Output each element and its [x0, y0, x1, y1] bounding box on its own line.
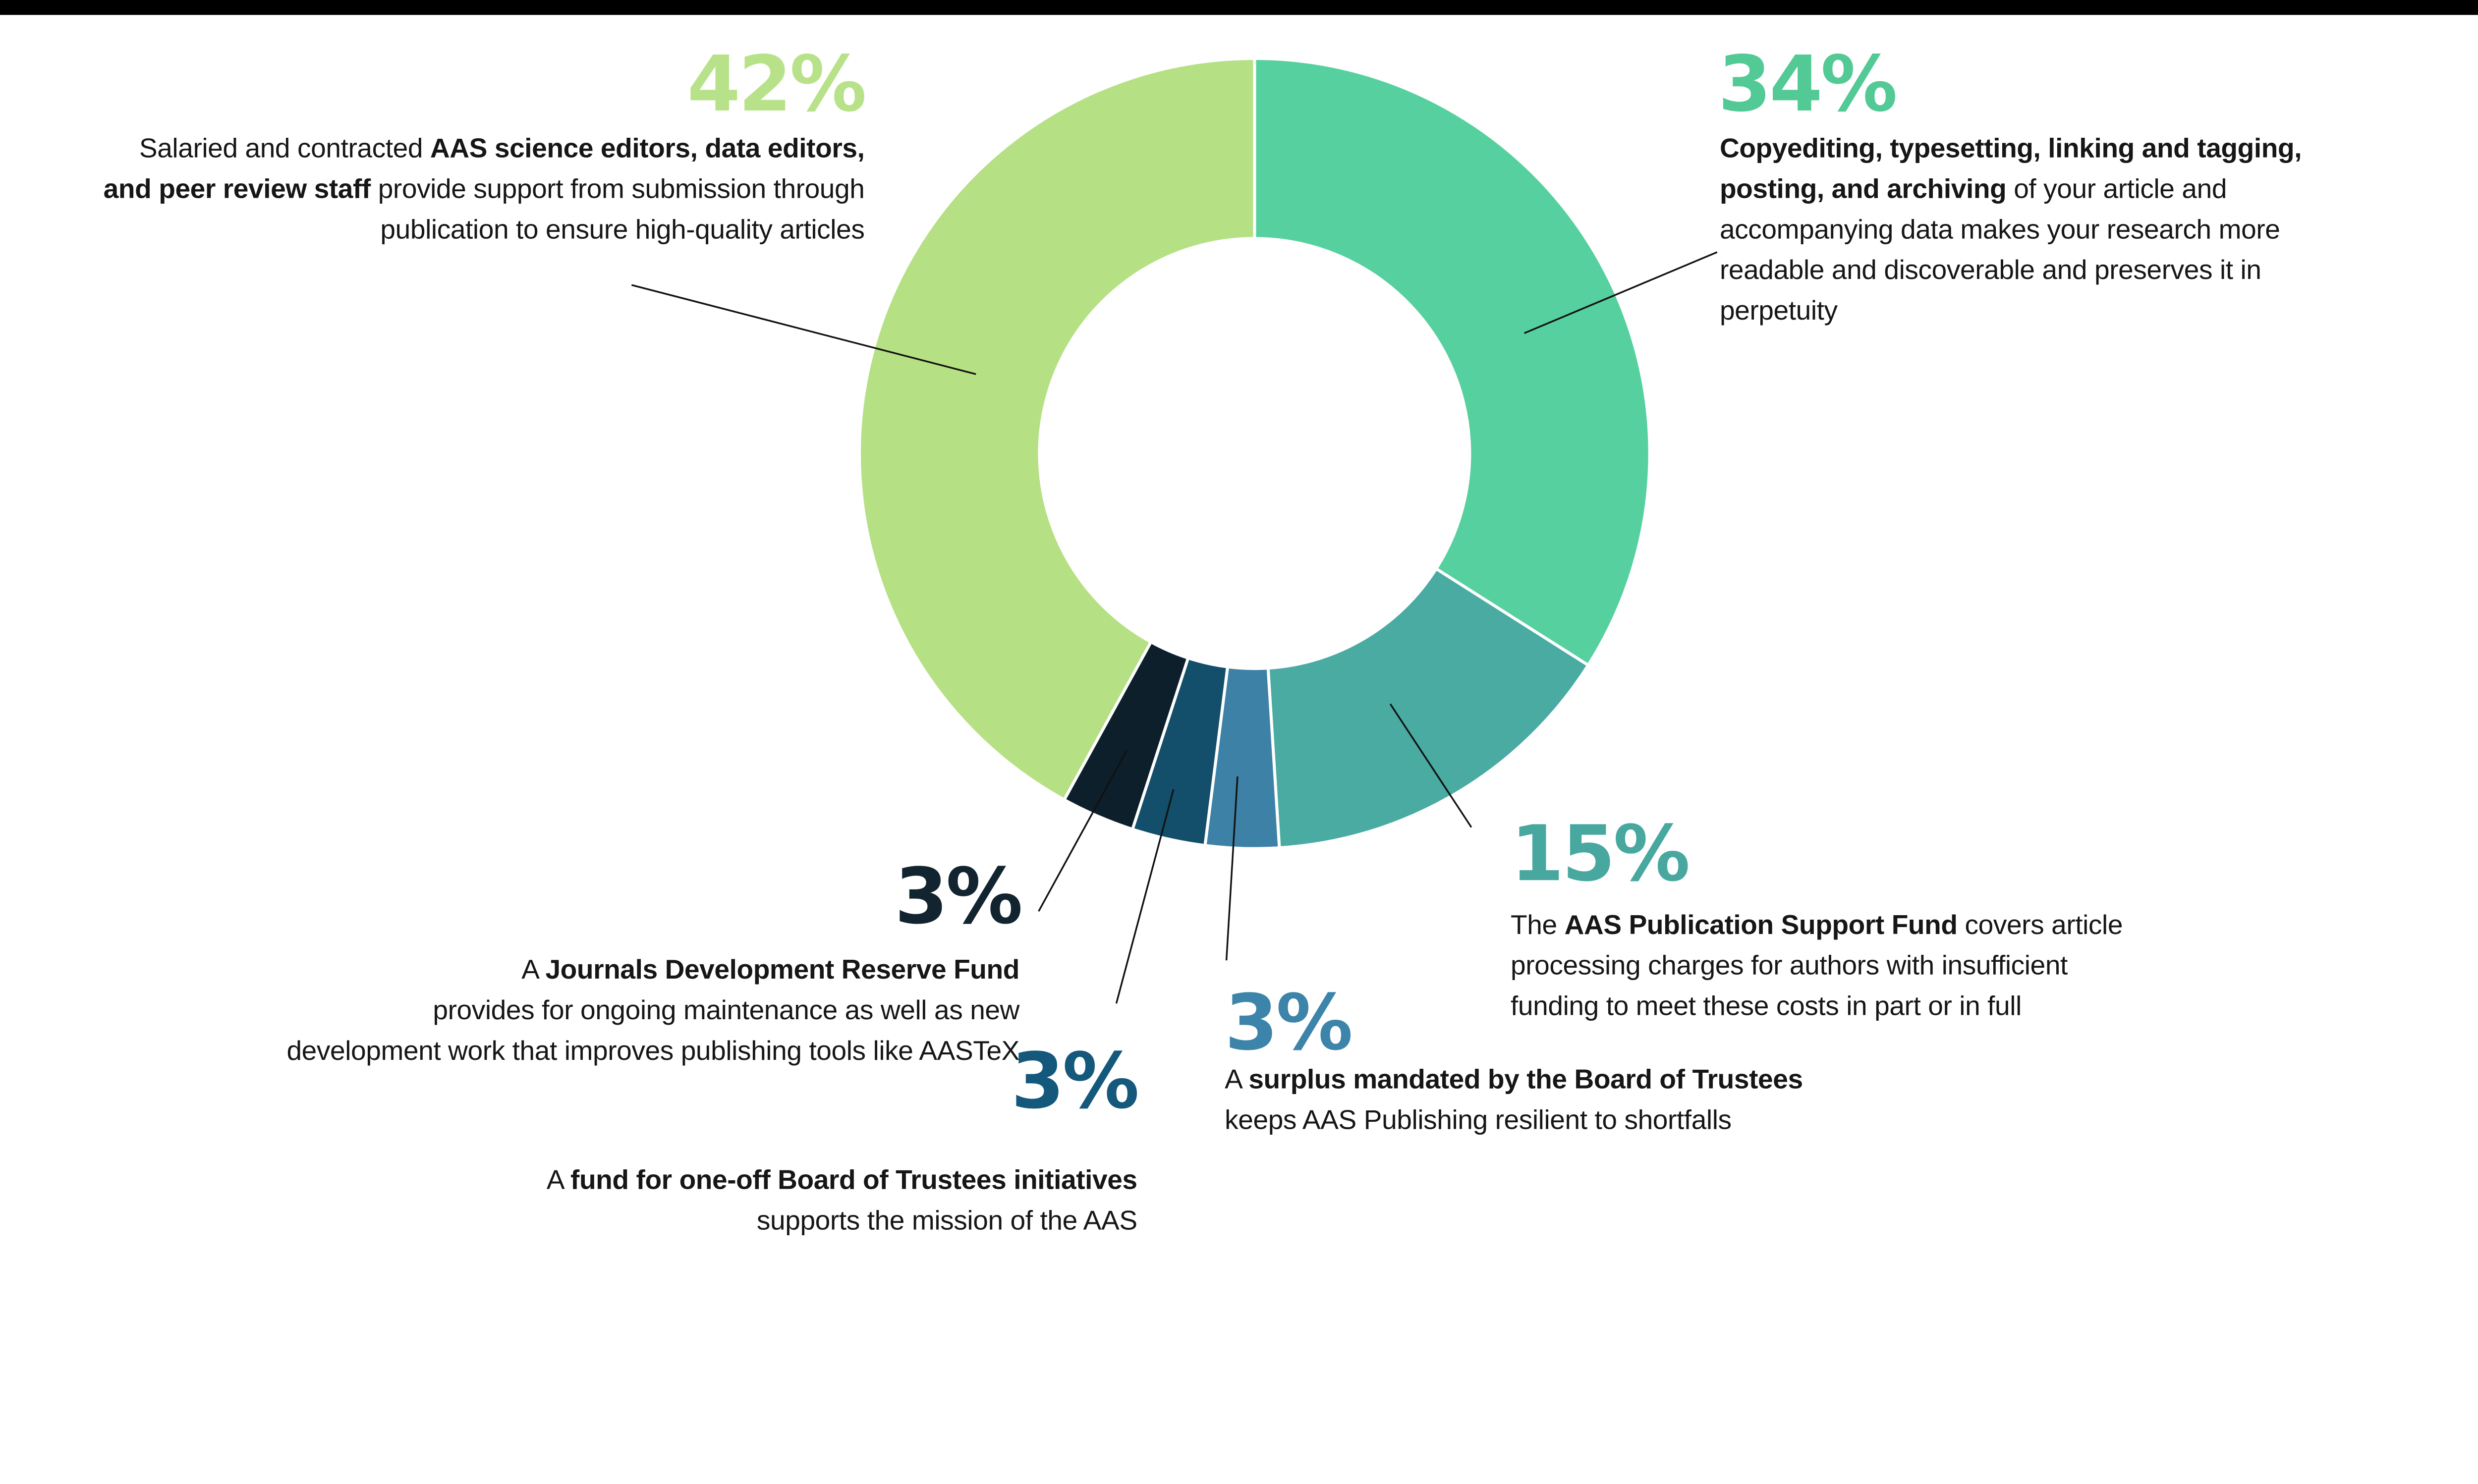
- emphasis-text: Copyediting, typesetting, linking and ta…: [1719, 132, 2302, 164]
- callout-text-one-off: A fund for one-off Board of Trustees ini…: [547, 1159, 1137, 1241]
- top-black-bar: [0, 0, 2478, 15]
- body-text: A: [1225, 1063, 1249, 1095]
- percent-label-editors-staff: 42%: [687, 40, 866, 129]
- body-text: accompanying data makes your research mo…: [1719, 214, 2280, 245]
- percent-label-dev-reserve: 3%: [895, 852, 1023, 941]
- body-text: Salaried and contracted: [139, 132, 430, 164]
- emphasis-text: AAS Publication Support Fund: [1564, 909, 1958, 940]
- leader-line-one-off-initiatives: [1115, 789, 1175, 1004]
- body-text: provide support from submission through: [370, 173, 865, 204]
- emphasis-text: posting, and archiving: [1719, 173, 2007, 204]
- body-text: publication to ensure high-quality artic…: [380, 214, 865, 245]
- body-text: development work that improves publishin…: [286, 1035, 1020, 1066]
- body-text: of your article and: [2006, 173, 2227, 204]
- body-text: The: [1511, 909, 1565, 940]
- callout-text-surplus: A surplus mandated by the Board of Trust…: [1225, 1059, 1803, 1140]
- emphasis-text: and peer review staff: [103, 173, 371, 204]
- donut-segment-publication-support-fund: [1266, 566, 1590, 850]
- leader-line-editors-staff: [631, 284, 976, 375]
- donut-chart: [631, 56, 1718, 1004]
- donut-segment-copyediting: [1253, 56, 1651, 667]
- leader-line-development-reserve: [1038, 750, 1127, 912]
- body-text: covers article: [1957, 909, 2123, 940]
- body-text: supports the mission of the AAS: [756, 1205, 1137, 1236]
- body-text: perpetuity: [1719, 294, 1838, 326]
- callout-text-publication-support: The AAS Publication Support Fund covers …: [1511, 904, 2123, 1026]
- infographic-canvas: 42% Salaried and contracted AAS science …: [0, 0, 2478, 1241]
- percent-label-one-off: 3%: [1011, 1037, 1139, 1126]
- donut-segment-editors-staff: [858, 56, 1256, 802]
- leader-line-publication-support-fund: [1389, 703, 1472, 828]
- body-text: funding to meet these costs in part or i…: [1511, 990, 2022, 1021]
- emphasis-text: fund for one-off Board of Trustees initi…: [570, 1164, 1137, 1195]
- callout-text-dev-reserve: A Journals Development Reserve Fund provi…: [286, 949, 1019, 1071]
- body-text: A: [521, 954, 546, 985]
- callout-text-copyediting: Copyediting, typesetting, linking and ta…: [1720, 128, 2302, 330]
- body-text: A: [546, 1164, 571, 1195]
- emphasis-text: AAS science editors, data editors,: [430, 132, 865, 164]
- emphasis-text: surplus mandated by the Board of Trustee…: [1248, 1063, 1803, 1095]
- percent-label-publication-support: 15%: [1511, 809, 1690, 899]
- body-text: keeps AAS Publishing resilient to shortf…: [1225, 1104, 1732, 1135]
- leader-line-copyediting: [1523, 251, 1718, 334]
- callout-text-editors-staff: Salaried and contracted AAS science edit…: [104, 128, 865, 249]
- body-text: processing charges for authors with insu…: [1511, 949, 2068, 981]
- body-text: provides for ongoing maintenance as well…: [433, 994, 1020, 1026]
- percent-label-surplus: 3%: [1225, 978, 1353, 1068]
- body-text: readable and discoverable and preserves …: [1719, 254, 2261, 285]
- percent-label-copyediting: 34%: [1718, 40, 1898, 129]
- emphasis-text: Journals Development Reserve Fund: [545, 954, 1020, 985]
- leader-line-surplus: [1225, 776, 1239, 961]
